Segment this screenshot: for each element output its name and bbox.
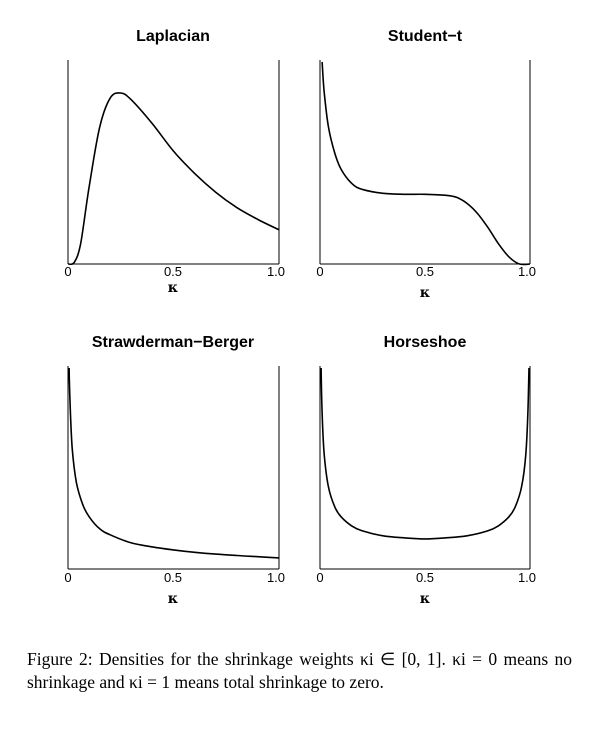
x-tick-label: 1.0 [267, 570, 285, 585]
density-curve [320, 367, 530, 540]
panel-strawderman-berger: Strawderman−Berger 0 0.5 1.0 κ [64, 334, 285, 607]
panel-horseshoe: Horseshoe 0 0.5 1.0 κ [316, 334, 536, 607]
x-tick-label: 0 [316, 264, 323, 279]
panel-title: Strawderman−Berger [92, 334, 254, 351]
x-axis-label: κ [420, 591, 431, 607]
figure-caption: Figure 2: Densities for the shrinkage we… [27, 649, 572, 692]
x-tick-label: 0 [316, 570, 323, 585]
density-curve [68, 367, 280, 559]
density-curve [321, 61, 531, 266]
x-tick-label: 0 [64, 570, 71, 585]
figure-panels: Laplacian 0 0.5 1.0 κ Student−t 0 0.5 1.… [64, 28, 536, 607]
panel-title: Horseshoe [384, 334, 467, 351]
panel-title: Laplacian [136, 28, 210, 45]
x-tick-label: 0 [64, 264, 71, 279]
x-tick-label: 0.5 [164, 570, 182, 585]
panel-title: Student−t [388, 28, 463, 45]
x-axis-label: κ [420, 285, 431, 301]
x-tick-label: 1.0 [267, 264, 285, 279]
x-tick-label: 1.0 [518, 570, 536, 585]
panel-laplacian: Laplacian 0 0.5 1.0 κ [64, 28, 285, 296]
x-tick-label: 1.0 [518, 264, 536, 279]
x-axis-label: κ [168, 280, 179, 296]
x-tick-label: 0.5 [416, 570, 434, 585]
x-axis-label: κ [168, 591, 179, 607]
x-tick-label: 0.5 [164, 264, 182, 279]
density-curve [67, 92, 280, 266]
panel-student-t: Student−t 0 0.5 1.0 κ [316, 28, 536, 301]
x-tick-label: 0.5 [416, 264, 434, 279]
